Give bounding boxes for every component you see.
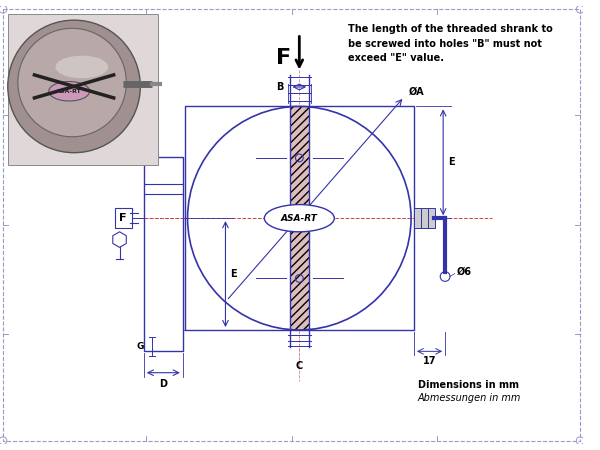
Text: E: E	[230, 269, 237, 279]
Text: Dimensions in mm: Dimensions in mm	[418, 381, 519, 391]
Text: G: G	[136, 342, 144, 351]
Text: E: E	[448, 158, 455, 167]
Text: F: F	[276, 48, 292, 68]
Ellipse shape	[8, 20, 140, 153]
Bar	[428, 208, 436, 228]
Text: C: C	[296, 361, 303, 371]
Bar	[290, 218, 309, 330]
Bar	[421, 208, 428, 228]
Bar	[115, 208, 132, 228]
Bar	[8, 14, 158, 165]
Text: B: B	[277, 82, 284, 92]
Text: Abmessungen in mm: Abmessungen in mm	[418, 393, 521, 403]
Text: D: D	[159, 378, 167, 388]
Text: ASA-RT: ASA-RT	[281, 214, 318, 223]
Text: The length of the threaded shrank to
be screwed into holes "B" must not
exceed ": The length of the threaded shrank to be …	[348, 24, 553, 63]
Text: F: F	[119, 213, 127, 223]
Text: 17: 17	[423, 356, 436, 366]
Bar	[414, 208, 422, 228]
Text: ØA: ØA	[409, 87, 425, 97]
Text: ASA-RT: ASA-RT	[56, 89, 82, 94]
Bar	[290, 107, 309, 218]
Ellipse shape	[18, 28, 127, 137]
Ellipse shape	[265, 205, 334, 232]
Text: Ø6: Ø6	[457, 267, 472, 277]
Ellipse shape	[55, 56, 108, 78]
Ellipse shape	[49, 81, 89, 101]
